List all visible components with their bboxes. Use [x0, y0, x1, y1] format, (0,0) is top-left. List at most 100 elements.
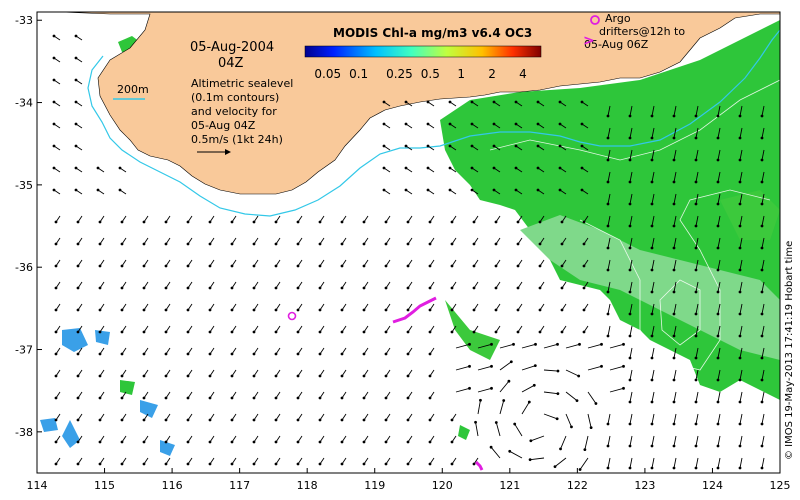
velocity-arrow-head	[230, 308, 234, 312]
velocity-arrow-head	[578, 342, 581, 346]
velocity-arrow-head	[558, 122, 562, 126]
velocity-arrow-head	[760, 334, 764, 338]
velocity-arrow	[587, 365, 602, 371]
velocity-arrow	[673, 369, 677, 381]
velocity-arrow-head	[406, 352, 410, 356]
velocity-arrow-head	[558, 188, 562, 192]
velocity-arrow-head	[406, 374, 410, 378]
velocity-arrow-head	[760, 224, 764, 228]
velocity-arrow-head	[606, 312, 610, 316]
velocity-arrow-head	[650, 224, 654, 228]
velocity-arrow-head	[384, 286, 388, 290]
velocity-arrow-head	[208, 396, 212, 400]
velocity-arrow-head	[716, 378, 720, 382]
velocity-arrow-head	[606, 268, 610, 272]
y-tick-label: -38	[15, 426, 33, 439]
velocity-arrow	[629, 237, 633, 249]
velocity-arrow-head	[98, 352, 102, 356]
x-tick-label: 116	[162, 479, 183, 492]
velocity-arrow-head	[74, 122, 78, 126]
velocity-arrow	[477, 365, 492, 371]
velocity-arrow-head	[98, 264, 102, 268]
velocity-arrow-head	[594, 402, 598, 405]
velocity-arrow	[717, 193, 721, 205]
velocity-arrow-head	[606, 180, 610, 184]
velocity-arrow-head	[74, 166, 78, 170]
velocity-arrow	[499, 380, 510, 393]
velocity-arrow-head	[694, 158, 698, 162]
velocity-arrow-head	[492, 144, 496, 148]
velocity-arrow-head	[490, 364, 493, 368]
velocity-arrow-head	[252, 220, 256, 224]
y-tick-label: -35	[15, 179, 33, 192]
velocity-arrow-head	[120, 352, 124, 356]
velocity-arrow	[739, 347, 743, 359]
velocity-arrow	[673, 127, 677, 139]
velocity-arrow	[717, 391, 721, 403]
velocity-arrow-head	[52, 144, 56, 148]
velocity-arrow-head	[54, 440, 58, 444]
velocity-arrow-head	[186, 330, 190, 334]
velocity-arrow-head	[672, 444, 676, 448]
velocity-arrow-head	[186, 308, 190, 312]
velocity-arrow-head	[120, 374, 124, 378]
velocity-arrow-head	[468, 386, 471, 390]
velocity-arrow-head	[514, 144, 518, 148]
velocity-arrow	[560, 435, 567, 450]
velocity-arrow	[543, 369, 558, 372]
velocity-arrow-head	[208, 286, 212, 290]
velocity-arrow-head	[208, 374, 212, 378]
velocity-arrow-head	[738, 114, 742, 118]
velocity-arrow-head	[738, 422, 742, 426]
velocity-arrow-head	[296, 242, 300, 246]
velocity-arrow-head	[650, 378, 654, 382]
drifter-legend-icon: >	[583, 33, 595, 49]
velocity-arrow-head	[472, 220, 476, 224]
velocity-arrow	[587, 413, 592, 428]
velocity-arrow	[717, 281, 721, 293]
time-label: 04Z	[218, 56, 244, 71]
velocity-arrow	[499, 361, 512, 371]
velocity-arrow-head	[448, 166, 452, 170]
velocity-arrow-head	[428, 462, 432, 466]
velocity-arrow-head	[52, 188, 56, 192]
velocity-arrow-head	[52, 166, 56, 170]
velocity-arrow	[761, 259, 765, 271]
velocity-arrow-head	[494, 286, 498, 290]
x-tick-label: 121	[499, 479, 520, 492]
velocity-arrow-head	[404, 122, 408, 126]
velocity-arrow	[629, 435, 633, 447]
velocity-arrow-head	[479, 398, 482, 402]
velocity-arrow-head	[716, 246, 720, 250]
velocity-arrow-head	[582, 308, 586, 312]
argo-float-marker	[287, 311, 297, 321]
velocity-arrow-head	[560, 330, 564, 334]
velocity-arrow-head	[650, 422, 654, 426]
velocity-arrow-head	[694, 290, 698, 294]
velocity-arrow-head	[558, 144, 562, 148]
velocity-arrow-head	[142, 396, 146, 400]
velocity-arrow-head	[164, 352, 168, 356]
velocity-arrow-head	[760, 466, 764, 470]
velocity-arrow-head	[628, 136, 632, 140]
velocity-arrow	[739, 391, 743, 403]
velocity-arrow-head	[450, 330, 454, 334]
velocity-arrow	[717, 347, 721, 359]
velocity-arrow-head	[472, 286, 476, 290]
velocity-arrow	[565, 369, 579, 377]
velocity-arrow-head	[470, 100, 474, 104]
velocity-arrow-head	[672, 334, 676, 338]
velocity-arrow	[761, 325, 765, 337]
velocity-arrow-head	[513, 422, 517, 426]
velocity-arrow-head	[716, 268, 720, 272]
velocity-arrow-head	[672, 378, 676, 382]
velocity-arrow-head	[384, 242, 388, 246]
velocity-arrow-head	[650, 202, 654, 206]
velocity-arrow	[761, 105, 765, 117]
velocity-arrow	[761, 435, 765, 447]
contour-200m	[87, 29, 780, 217]
velocity-arrow-head	[318, 440, 322, 444]
velocity-arrow-head	[738, 290, 742, 294]
